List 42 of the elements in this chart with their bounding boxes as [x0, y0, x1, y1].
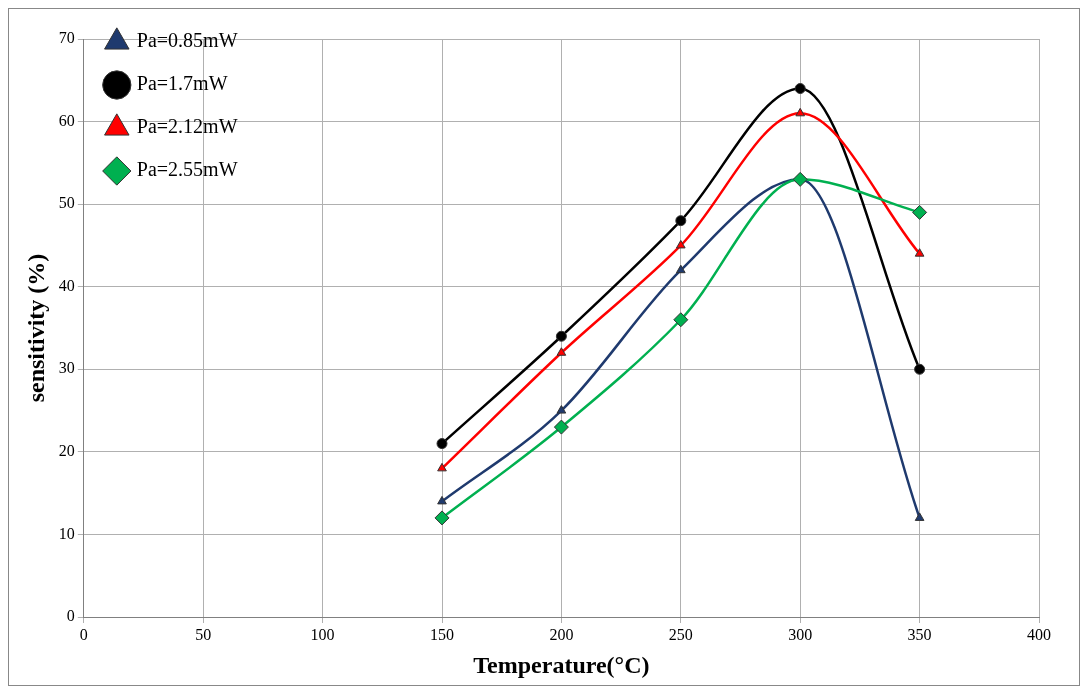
- point: [675, 239, 686, 249]
- y-axis-title: sensitivity (%): [22, 253, 49, 403]
- x-tick-label: 300: [788, 625, 813, 643]
- point: [675, 215, 687, 227]
- legend-label: Pa=2.12mW: [136, 115, 238, 138]
- y-tick-label: 70: [58, 29, 75, 47]
- y-tick-label: 10: [58, 524, 75, 542]
- y-tick-label: 0: [66, 607, 75, 625]
- y-tick-label: 50: [58, 194, 75, 212]
- y-tick-label: 60: [58, 111, 75, 129]
- point: [556, 347, 567, 356]
- x-tick-label: 200: [549, 625, 574, 643]
- x-tick-label: 150: [430, 625, 454, 643]
- point: [914, 512, 925, 521]
- x-tick-label: 0: [79, 625, 88, 643]
- point: [555, 330, 567, 342]
- x-tick-label: 250: [668, 625, 693, 643]
- point: [792, 171, 808, 187]
- point: [556, 405, 567, 414]
- point: [436, 438, 448, 450]
- legend-label: Pa=1.7mW: [136, 72, 228, 95]
- point: [914, 248, 925, 257]
- y-tick-label: 20: [58, 442, 75, 460]
- x-tick-label: 350: [907, 625, 932, 643]
- y-tick-label: 40: [58, 276, 75, 294]
- x-tick-label: 50: [195, 625, 212, 643]
- x-axis-title: Temperature(°C): [473, 651, 650, 678]
- point: [795, 107, 806, 117]
- x-tick-label: 100: [310, 625, 335, 643]
- point: [673, 312, 689, 328]
- point: [914, 363, 926, 375]
- point: [437, 462, 447, 472]
- legend-label: Pa=0.85mW: [136, 29, 238, 52]
- point: [675, 264, 686, 274]
- legend-label: Pa=2.55mW: [136, 158, 238, 181]
- y-tick-label: 30: [58, 359, 75, 377]
- point: [553, 419, 569, 435]
- point: [437, 495, 447, 505]
- point: [912, 204, 928, 220]
- point: [434, 510, 450, 526]
- x-tick-label: 400: [1027, 625, 1051, 643]
- point: [794, 83, 806, 95]
